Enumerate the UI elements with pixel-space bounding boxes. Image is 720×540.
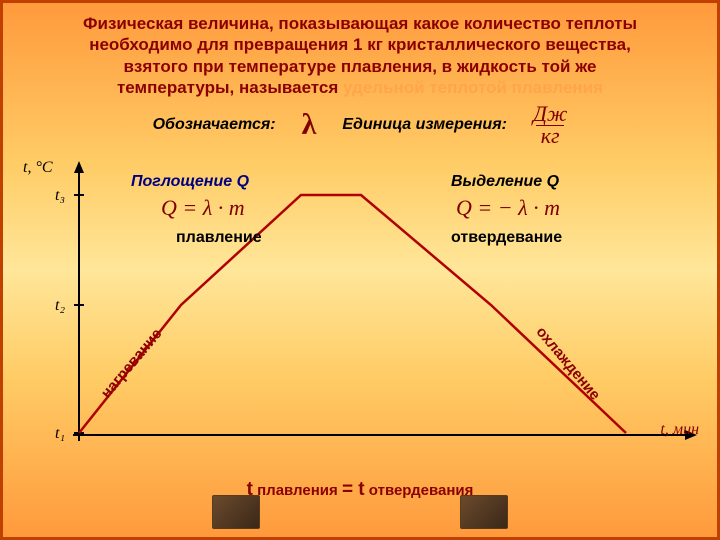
title-emphasis: удельной теплотой плавления: [343, 78, 603, 97]
x-axis-label: t, мин: [660, 421, 699, 439]
process-solidification: отвердевание: [451, 229, 562, 247]
heading-absorption: Поглощение Q: [131, 173, 249, 191]
title-l4: температуры, называется удельной теплото…: [21, 77, 699, 98]
chart-svg: [21, 155, 701, 475]
y-tick-t2: t₂: [55, 297, 65, 315]
y-tick-t1: t₁: [55, 425, 65, 443]
unit-label: Единица измерения:: [342, 116, 507, 134]
chart: t, °C t, мин t₁ t₂ t₃ Поглощение Q Q = λ…: [21, 155, 701, 475]
heading-release: Выделение Q: [451, 173, 559, 191]
y-axis-label: t, °C: [23, 159, 53, 177]
unit-numerator: Дж: [533, 104, 567, 125]
unit-denominator: кг: [541, 126, 560, 147]
notation-row: Обозначается: λ Единица измерения: Дж кг: [21, 104, 699, 147]
thumbnail-right: [460, 495, 508, 529]
process-melting: плавление: [176, 229, 262, 247]
lambda-symbol: λ: [302, 108, 317, 142]
title-l4a: температуры, называется: [117, 78, 343, 97]
unit-fraction: Дж кг: [533, 104, 567, 147]
formula-absorption: Q = λ · m: [161, 195, 245, 221]
thumbnail-left: [212, 495, 260, 529]
thumbnail-row: [3, 495, 717, 529]
title-l3: взятого при температуре плавления, в жид…: [21, 56, 699, 77]
title-block: Физическая величина, показывающая какое …: [21, 13, 699, 98]
y-tick-t3: t₃: [55, 187, 65, 205]
slide: Физическая величина, показывающая какое …: [0, 0, 720, 540]
title-l1: Физическая величина, показывающая какое …: [21, 13, 699, 34]
notation-label: Обозначается:: [153, 116, 276, 134]
title-l2: необходимо для превращения 1 кг кристалл…: [21, 34, 699, 55]
formula-release: Q = − λ · m: [456, 195, 560, 221]
